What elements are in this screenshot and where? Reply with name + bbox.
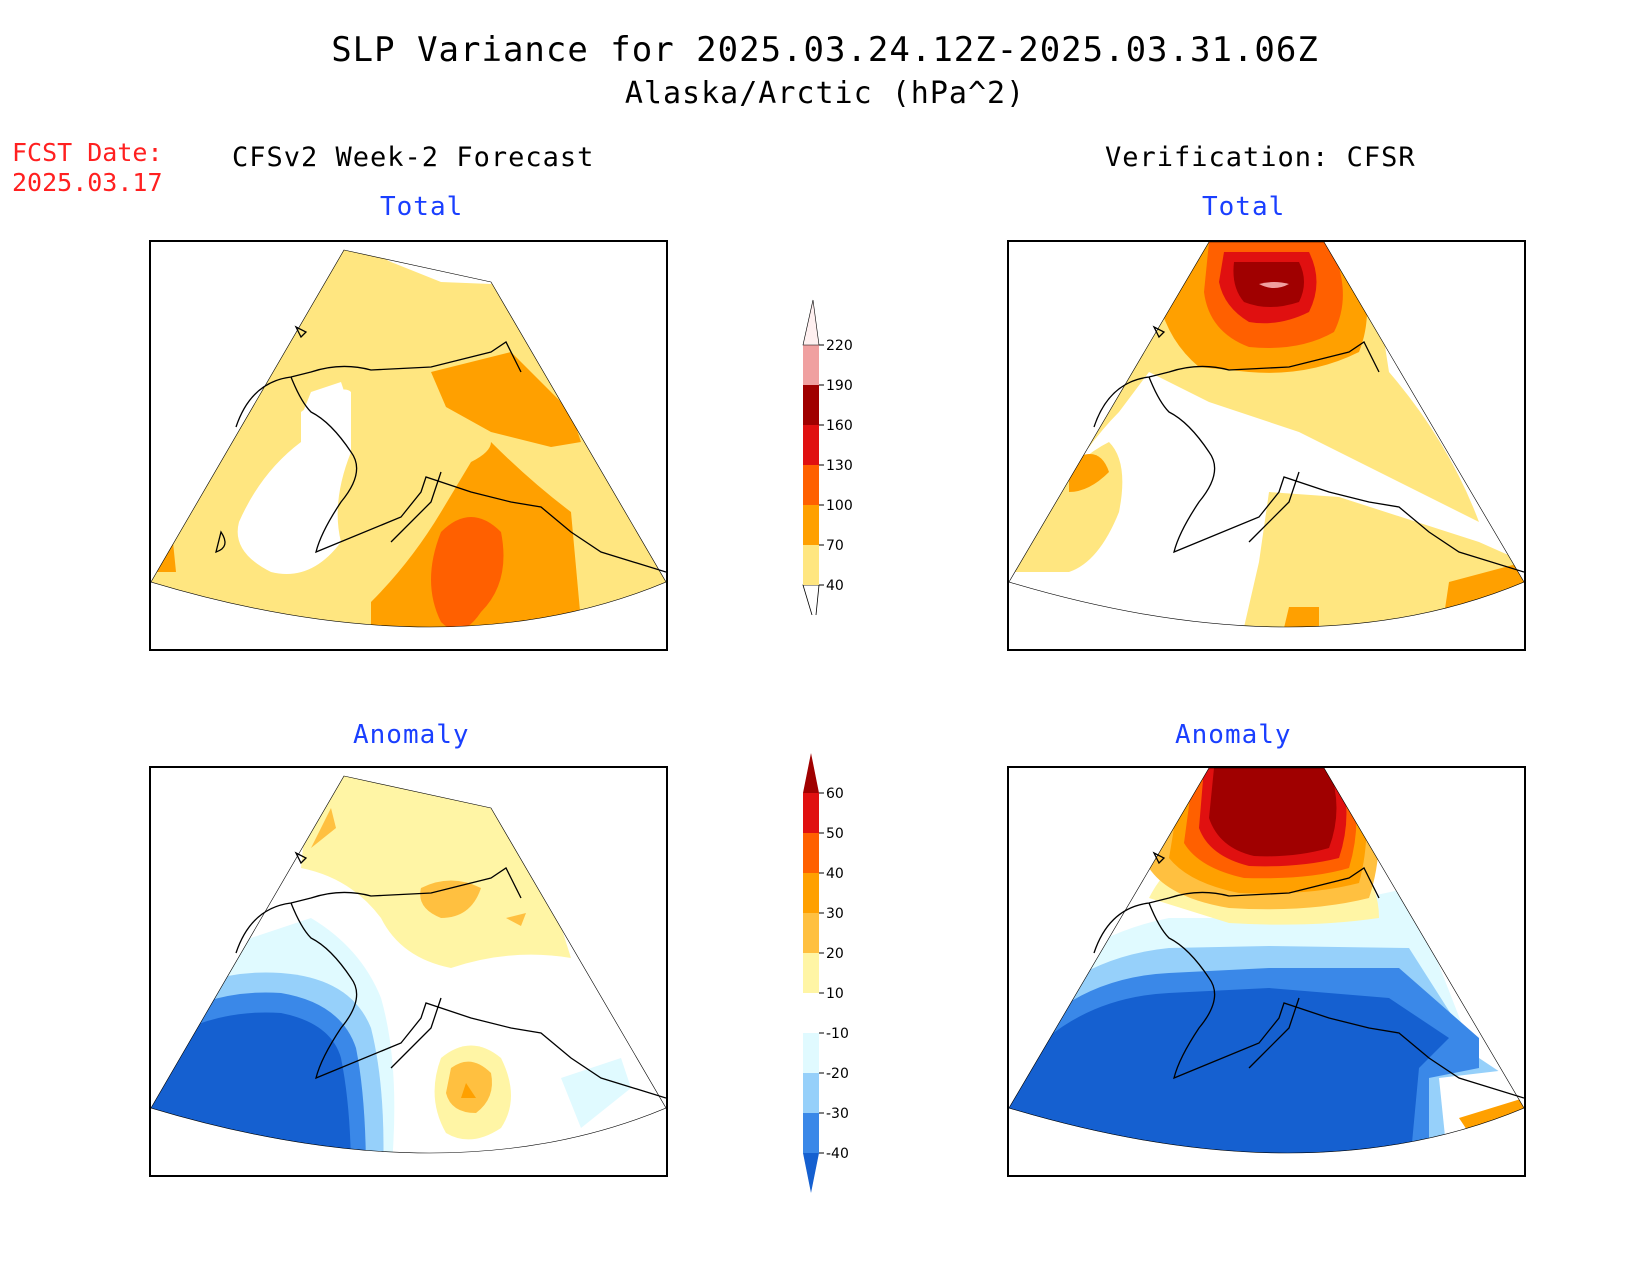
- fcst-total-map: [149, 240, 668, 651]
- verif-anomaly-map: [1007, 766, 1526, 1177]
- colorbar-anomaly-svg: 60 50 40 30 20 10 -10 -20 -30 -40: [803, 753, 849, 1193]
- main-title: SLP Variance for 2025.03.24.12Z-2025.03.…: [331, 30, 1319, 70]
- fcst-anom-orange-south: [446, 1061, 492, 1113]
- forecast-date-label: FCST Date:: [12, 138, 163, 167]
- colorbar-anom-box: [803, 1113, 819, 1153]
- main-subtitle: Alaska/Arctic (hPa^2): [624, 76, 1026, 111]
- colorbar-anom-box: [803, 873, 819, 913]
- verif-total-coastline: [1093, 325, 1524, 573]
- fcst-anom-orange-dot: [506, 913, 526, 926]
- forecast-date: FCST Date: 2025.03.17: [12, 138, 163, 198]
- colorbar-anom-tick-label: 10: [826, 986, 844, 1002]
- colorbar-total-tick-label: 40: [826, 578, 844, 594]
- fcst-total-domain-edge: [151, 249, 666, 628]
- colorbar-total-tip-low: [802, 584, 820, 626]
- colorbar-total-tick-label: 220: [826, 338, 853, 354]
- colorbar-anom-tick-label: -40: [826, 1146, 849, 1162]
- fcst-total-coastline: [215, 325, 666, 573]
- colorbar-total-tick-label: 100: [826, 498, 853, 514]
- verif-total-orange-south: [1279, 607, 1319, 627]
- verif-total-pink-core: [1259, 282, 1289, 288]
- colorbar-anom-box: [803, 993, 819, 1033]
- colorbar-total-tick-label: 130: [826, 458, 853, 474]
- fcst-anom-domain-edge: [151, 775, 666, 1154]
- colorbar-total-box: [803, 345, 819, 385]
- fcst-anom-lightblue-se: [561, 1058, 631, 1128]
- fcst-anom-orange-core: [461, 1083, 476, 1098]
- colorbar-anom-box: [803, 953, 819, 993]
- colorbar-anom-tick-label: -10: [826, 1026, 849, 1042]
- forecast-date-value: 2025.03.17: [12, 168, 163, 197]
- fcst-total-orange-edge: [151, 522, 176, 572]
- fcst-total-white-west: [237, 389, 351, 574]
- fcst-anomaly-map: [149, 766, 668, 1177]
- verif-anom-domain-edge: [1009, 768, 1524, 1154]
- colorbar-anom-box: [803, 1033, 819, 1073]
- verif-total-domain-edge: [1009, 242, 1524, 628]
- colorbar-anom-tick-label: -30: [826, 1106, 849, 1122]
- left-column-title: CFSv2 Week-2 Forecast: [232, 142, 595, 173]
- verif-anom-deepblue-band: [1009, 988, 1449, 1153]
- colorbar-anom-tick-label: 20: [826, 946, 844, 962]
- colorbar-anom-tip-high: [803, 753, 819, 793]
- verif-total-map: [1007, 240, 1526, 651]
- colorbar-anom-box: [803, 833, 819, 873]
- colorbar-anom-tip-low: [803, 1153, 819, 1193]
- right-column-title: Verification: CFSR: [1105, 142, 1416, 173]
- fcst-anom-orange-center: [420, 880, 481, 918]
- colorbar-anom-tick-label: 60: [826, 786, 844, 802]
- colorbar-anom-box: [803, 1073, 819, 1113]
- fcst-total-subtitle: Total: [380, 192, 464, 222]
- colorbar-anom-box: [803, 793, 819, 833]
- fcst-total-orange-ne: [431, 352, 581, 447]
- fcst-total-red-core: [431, 517, 504, 627]
- colorbar-total-tick-label: 190: [826, 378, 853, 394]
- colorbar-total-box: [803, 505, 819, 545]
- colorbar-total: 40 70 100 130 160 190 220: [795, 285, 915, 626]
- verif-total-subtitle: Total: [1202, 192, 1286, 222]
- colorbar-total-box: [803, 465, 819, 505]
- colorbar-anom-tick-label: 30: [826, 906, 844, 922]
- fcst-anom-deepblue-west: [151, 1012, 351, 1153]
- colorbar-total-box: [803, 385, 819, 425]
- colorbar-total-box: [803, 425, 819, 465]
- verif-anomaly-subtitle: Anomaly: [1175, 720, 1292, 750]
- colorbar-anom-box: [803, 913, 819, 953]
- verif-anom-darkred-north: [1209, 768, 1337, 857]
- colorbar-anom-tick-label: 50: [826, 826, 844, 842]
- colorbar-total-tip-high: [802, 299, 820, 346]
- verif-anom-coastline: [1093, 851, 1524, 1099]
- colorbar-anom-tick-label: -20: [826, 1066, 849, 1082]
- fcst-total-white-island: [301, 382, 351, 432]
- colorbar-anomaly: 60 50 40 30 20 10 -10 -20 -30 -40: [795, 753, 915, 1207]
- colorbar-total-tick-label: 160: [826, 418, 853, 434]
- colorbar-total-svg: 40 70 100 130 160 190 220: [802, 299, 853, 626]
- fcst-anom-coastline: [235, 851, 666, 1099]
- fcst-anom-orange-small: [311, 808, 336, 848]
- colorbar-anom-tick-label: 40: [826, 866, 844, 882]
- colorbar-total-tick-label: 70: [826, 538, 844, 554]
- fcst-anomaly-subtitle: Anomaly: [353, 720, 470, 750]
- colorbar-total-box: [803, 545, 819, 585]
